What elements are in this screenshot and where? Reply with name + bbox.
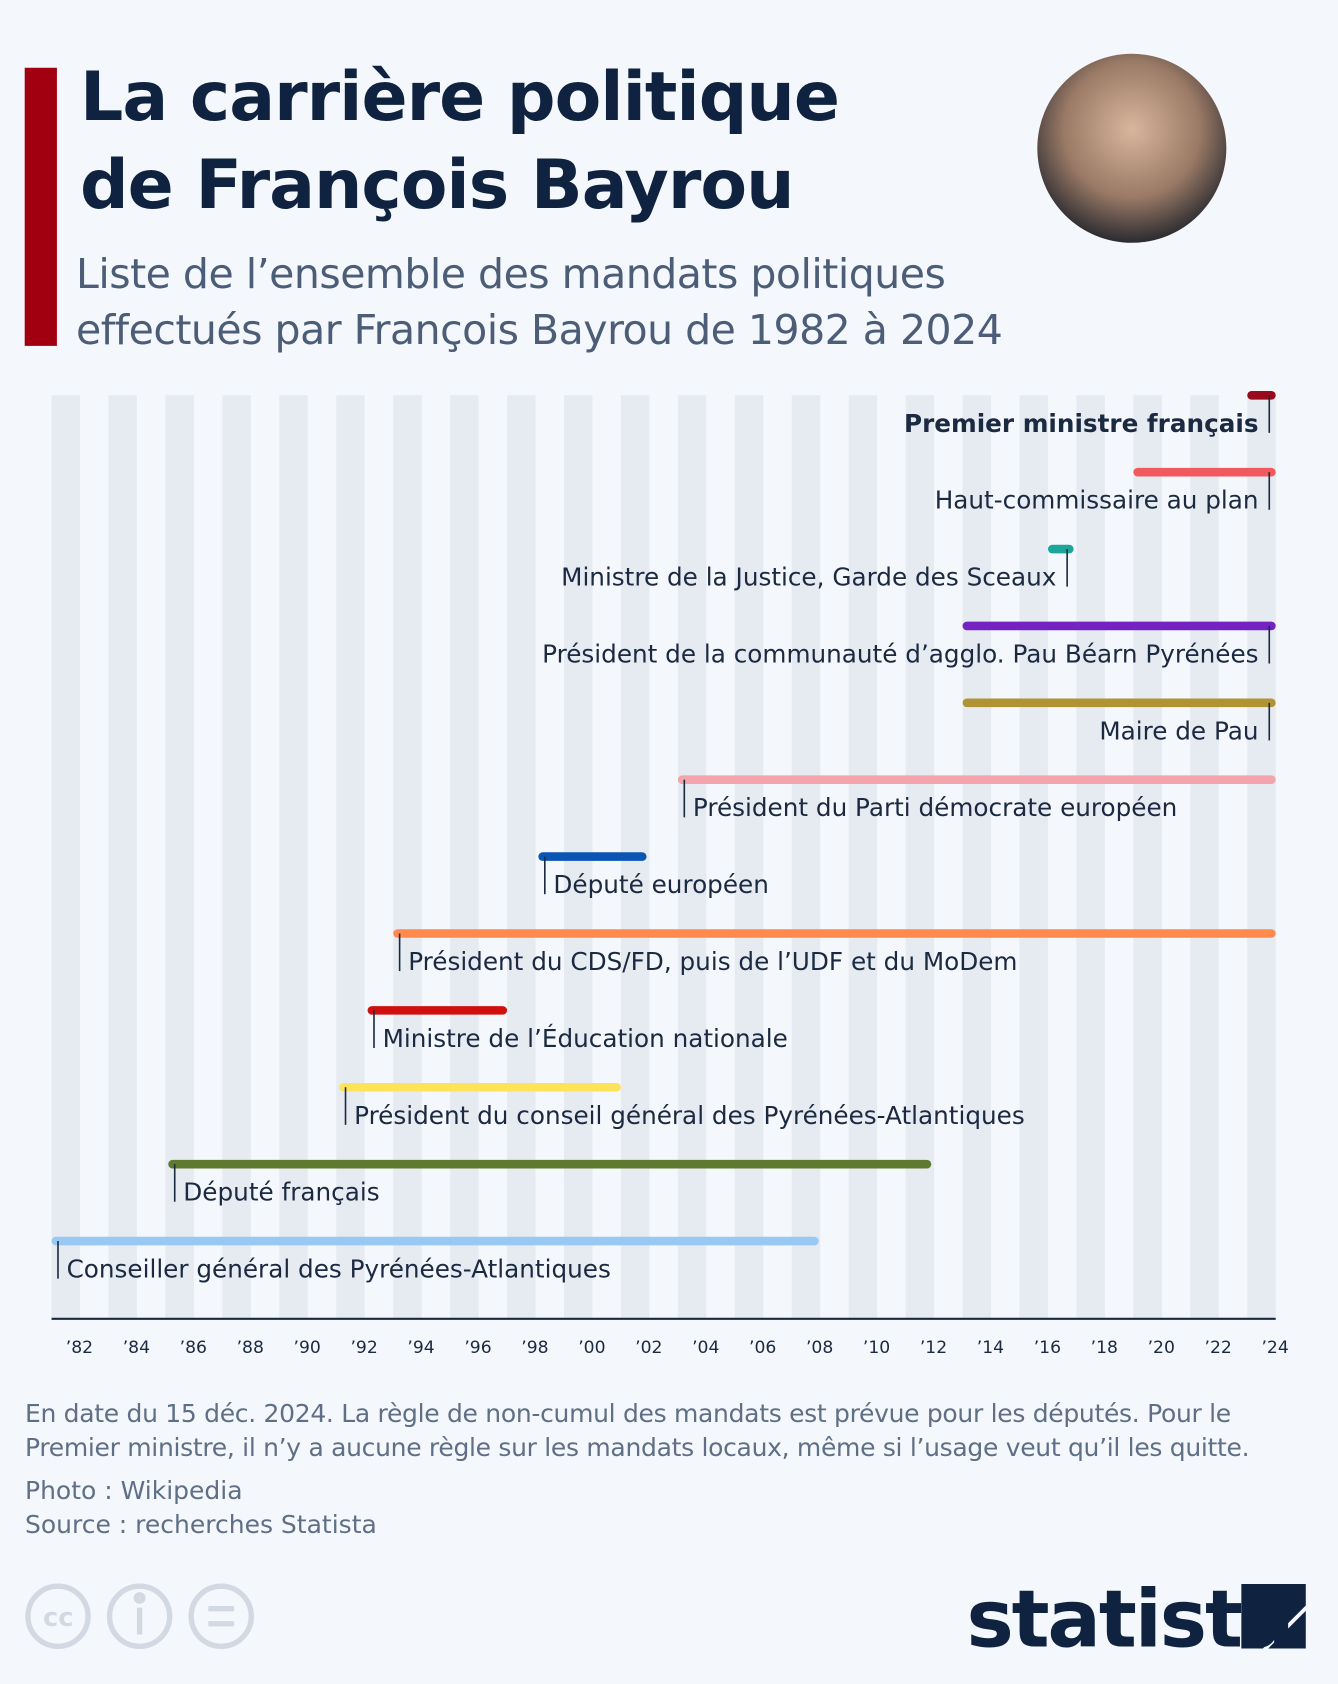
task-label: Haut-commissaire au plan [935, 486, 1259, 515]
x-tick-label: ’84 [123, 1338, 150, 1358]
grid-band [1076, 395, 1105, 1319]
x-tick-label: ’24 [1261, 1338, 1288, 1358]
photo-credit: Photo : Wikipedia [25, 1476, 243, 1505]
title: La carrière politique de François Bayrou [80, 58, 840, 225]
task-label: Président de la communauté d’agglo. Pau … [542, 639, 1258, 668]
grid-band [1190, 395, 1219, 1319]
x-tick-label: ’08 [806, 1338, 833, 1358]
accent-bar [24, 67, 57, 346]
grid-band [791, 395, 821, 1319]
source: Source : recherches Statista [25, 1510, 377, 1539]
x-tick-label: ’94 [407, 1338, 434, 1358]
grid-band [507, 395, 536, 1319]
grid-band [1133, 395, 1162, 1319]
x-tick-label: ’88 [237, 1338, 264, 1358]
task-label: Ministre de l’Éducation nationale [383, 1024, 788, 1053]
license-icons [25, 1583, 254, 1649]
task-label: Premier ministre français [904, 409, 1259, 438]
task-label: Président du CDS/FD, puis de l’UDF et du… [408, 947, 1017, 976]
grid-band [848, 395, 878, 1319]
x-tick-label: ’00 [578, 1338, 605, 1358]
task-label: Ministre de la Justice, Garde des Sceaux [561, 563, 1056, 592]
x-tick-label: ’14 [977, 1338, 1004, 1358]
note: En date du 15 déc. 2024. La règle de non… [25, 1399, 1250, 1462]
task-label: Président du conseil général des Pyrénée… [354, 1101, 1025, 1130]
cc-text: cc [43, 1603, 74, 1633]
brand-icon [1241, 1584, 1306, 1649]
x-tick-label: ’22 [1205, 1338, 1232, 1358]
brand-logo: statista [966, 1572, 1292, 1665]
subtitle: Liste de l’ensemble des mandats politiqu… [76, 250, 1003, 354]
task-label: Conseiller général des Pyrénées-Atlantiq… [67, 1255, 611, 1284]
x-tick-label: ’82 [66, 1338, 93, 1358]
grid-band [393, 395, 422, 1319]
x-tick-label: ’04 [692, 1338, 719, 1358]
task-label: Maire de Pau [1099, 716, 1258, 745]
x-tick-label: ’12 [920, 1338, 947, 1358]
x-tick-label: ’92 [350, 1338, 377, 1358]
x-tick-label: ’06 [749, 1338, 776, 1358]
x-tick-label: ’90 [294, 1338, 321, 1358]
x-tick-label: ’20 [1148, 1338, 1175, 1358]
x-tick-label: ’96 [464, 1338, 491, 1358]
task-label: Député européen [553, 870, 768, 899]
task-label: Président du Parti démocrate européen [693, 793, 1177, 822]
grid-band [962, 395, 992, 1319]
x-tick-label: ’02 [635, 1338, 662, 1358]
grid-band [677, 395, 707, 1319]
task-label: Député français [183, 1178, 379, 1207]
portrait [1037, 53, 1227, 243]
x-tick-label: ’16 [1034, 1338, 1061, 1358]
x-tick-label: ’98 [521, 1338, 548, 1358]
grid-band [1019, 395, 1048, 1319]
x-tick-label: ’18 [1091, 1338, 1118, 1358]
grid-band [734, 395, 764, 1319]
grid-band [51, 395, 81, 1319]
grid-band [1247, 395, 1276, 1319]
x-tick-label: ’86 [180, 1338, 207, 1358]
x-tick-label: ’10 [863, 1338, 890, 1358]
grid-band [450, 395, 479, 1319]
grid-band [108, 395, 137, 1319]
grid-band [905, 395, 935, 1319]
